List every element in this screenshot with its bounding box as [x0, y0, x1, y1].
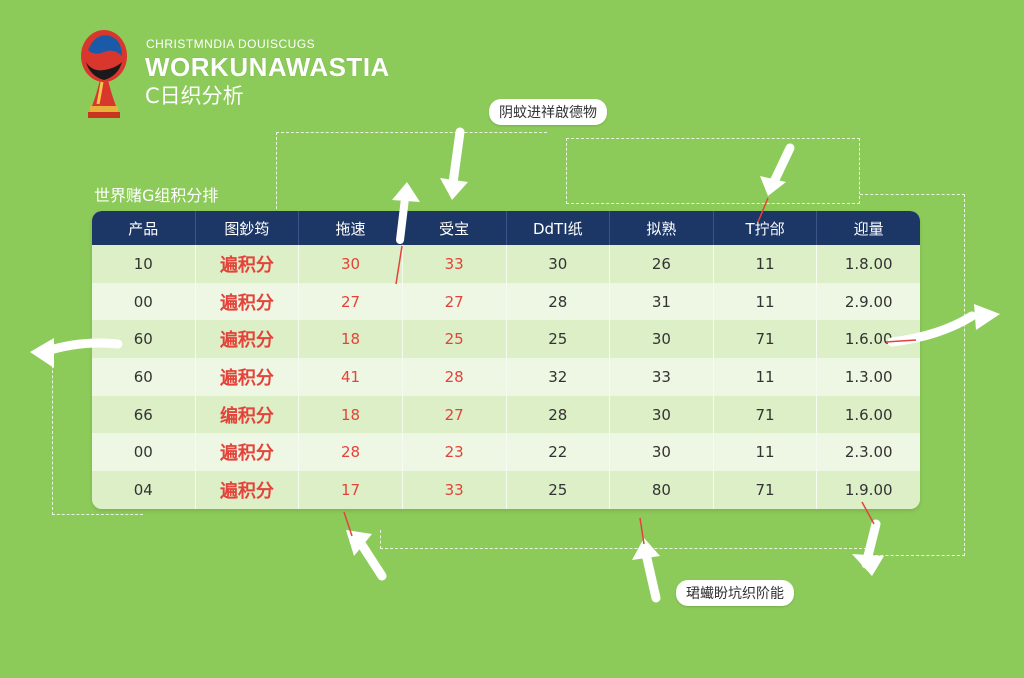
- table-cell: 04: [92, 471, 196, 509]
- table-cell: 1.6.00: [844, 330, 893, 349]
- brand-title: WORKUNAWASTIA: [145, 52, 390, 82]
- dashed-frame-left-side: [52, 350, 143, 515]
- table-cell: 1.3.00: [844, 367, 893, 386]
- table-cell: 遍积分: [196, 433, 300, 472]
- table-cell: 28: [299, 433, 403, 472]
- table-cell: 18: [299, 320, 403, 359]
- dashed-frame-bottom: [380, 530, 872, 549]
- table-cell: 33: [403, 471, 507, 509]
- table-cell: 28: [403, 358, 507, 396]
- table-body: 10 遍积分 30 33 30 26 11 1.8.00 00 遍积分 27 2…: [92, 245, 920, 509]
- table-cell: 33: [403, 245, 507, 283]
- table-header-cell: 拖速: [299, 211, 403, 245]
- brand-subtitle: CHRISTMNDIA DOUISCUGS: [146, 37, 316, 51]
- table-cell: 27: [299, 282, 403, 321]
- callout-bottom: 珺蠘盼坑织阶能: [676, 580, 794, 606]
- table-row: 04 遍积分 17 33 25 80 71 1.9.00: [92, 471, 920, 509]
- table-cell: 1.6.00: [844, 405, 893, 424]
- table-cell: 编积分: [196, 395, 300, 434]
- table-cell: 80: [610, 471, 714, 509]
- table-row: 60 遍积分 41 28 32 33 11 1.3.00: [92, 358, 920, 396]
- table-cell: 遍积分: [196, 358, 300, 396]
- table-cell: 30: [507, 245, 611, 283]
- table-cell: 30: [610, 433, 714, 472]
- table-header-cell: 拟熟: [610, 211, 714, 245]
- table-row: 00 遍积分 28 23 22 30 11 2.3.00: [92, 433, 920, 472]
- table-cell: 30: [610, 320, 714, 359]
- table-cell: 遍积分: [196, 245, 300, 283]
- table-cell: 30: [610, 395, 714, 434]
- table-cell: 遍积分: [196, 282, 300, 321]
- table-cell: 25: [507, 471, 611, 509]
- dashed-frame-outer-right: [860, 194, 965, 556]
- table-cell: 25: [507, 320, 611, 359]
- table-header: 产品 图鈔筠 拖速 受宝 DdTI纸 拟熟 T拧郃 迎量: [92, 211, 920, 245]
- table-cell: 71: [714, 320, 818, 359]
- table-cell: 26: [610, 245, 714, 283]
- table-cell: 27: [403, 282, 507, 321]
- table-cell: 00: [92, 282, 196, 321]
- table-header-cell: 产品: [92, 211, 196, 245]
- table-cell: 11: [714, 433, 818, 472]
- table-row: 66 编积分 18 27 28 30 71 1.6.00: [92, 395, 920, 434]
- table-cell: 2.9.00: [844, 292, 893, 311]
- table-cell: 27: [403, 395, 507, 434]
- table-cell: 31: [610, 282, 714, 321]
- standings-table: 产品 图鈔筠 拖速 受宝 DdTI纸 拟熟 T拧郃 迎量 10 遍积分 30 3…: [92, 211, 920, 509]
- dashed-frame-right: [566, 138, 860, 204]
- table-cell: 66: [92, 395, 196, 434]
- table-header-cell: DdTI纸: [507, 211, 611, 245]
- table-row: 60 遍积分 18 25 25 30 71 1.6.00: [92, 320, 920, 359]
- table-row: 00 遍积分 27 27 28 31 11 2.9.00: [92, 282, 920, 321]
- table-cell: 30: [299, 245, 403, 283]
- section-title: 世界赌G组积分排: [94, 186, 219, 205]
- table-cell: 1.8.00: [844, 254, 893, 273]
- table-cell: 11: [714, 282, 818, 321]
- table-cell: 25: [403, 320, 507, 359]
- table-header-cell: 图鈔筠: [196, 211, 300, 245]
- table-cell: 32: [507, 358, 611, 396]
- table-cell: 11: [714, 245, 818, 283]
- table-header-cell: 受宝: [403, 211, 507, 245]
- table-cell: 71: [714, 471, 818, 509]
- table-cell: 60: [92, 358, 196, 396]
- table-cell: 28: [507, 395, 611, 434]
- table-row: 10 遍积分 30 33 30 26 11 1.8.00: [92, 245, 920, 283]
- brand-caption: C日织分析: [145, 84, 244, 108]
- table-cell: 23: [403, 433, 507, 472]
- table-header-cell: T拧郃: [714, 211, 818, 245]
- table-cell: 10: [92, 245, 196, 283]
- table-cell: 28: [507, 282, 611, 321]
- arrow-up-left-icon: [343, 511, 387, 581]
- callout-top: 阴蚊进祥啟德物: [489, 99, 607, 125]
- table-cell: 60: [92, 320, 196, 359]
- world-cup-trophy-logo-icon: [81, 30, 127, 118]
- table-cell: 2.3.00: [844, 443, 893, 462]
- table-cell: 22: [507, 433, 611, 472]
- table-cell: 遍积分: [196, 320, 300, 359]
- table-cell: 33: [610, 358, 714, 396]
- table-cell: 17: [299, 471, 403, 509]
- table-header-cell: 迎量: [853, 219, 884, 238]
- table-cell: 41: [299, 358, 403, 396]
- table-cell: 遍积分: [196, 471, 300, 509]
- table-cell: 18: [299, 395, 403, 434]
- table-cell: 00: [92, 433, 196, 472]
- table-cell: 11: [714, 358, 818, 396]
- table-cell: 1.9.00: [844, 480, 893, 499]
- table-cell: 71: [714, 395, 818, 434]
